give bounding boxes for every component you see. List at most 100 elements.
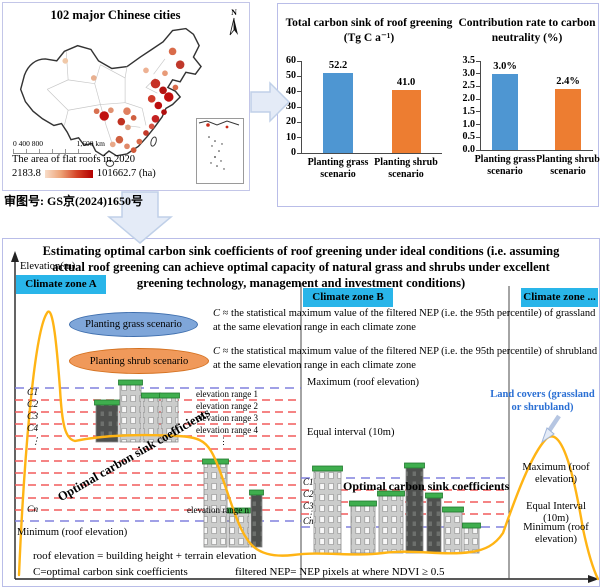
zone-b-coeff-c1: C1 [303, 477, 314, 487]
bar-value-label: 3.0% [493, 60, 517, 72]
legend-max-value: 101662.7 (ha) [96, 168, 156, 179]
zone-c-interval-label: Equal Interval (10m) [526, 501, 586, 525]
zone-a-coeff-cn: Cn [27, 505, 39, 515]
grass-coefficient-description: C ≈ the statistical maximum value of the… [213, 308, 596, 333]
diagram-art [11, 251, 599, 583]
elevation-axis-arrowhead [11, 251, 19, 262]
category-label: Planting grass scenario [474, 154, 536, 177]
axis-tick-mark [297, 106, 302, 108]
axis-tick-mark [297, 75, 302, 77]
zone-a-coeff-c4: C4 [27, 424, 39, 434]
zone-a-coeff-dots: ⋮ [31, 437, 41, 447]
range-label-dots: ⋮ [219, 436, 228, 446]
axis-tick-mark [297, 60, 302, 62]
north-arrow-icon: N [227, 9, 241, 41]
axis-tick-label: 1.0 [462, 118, 476, 130]
axis-tick-mark [297, 121, 302, 123]
map-legend-title: The area of flat roofs in 2020 [12, 154, 136, 165]
axis-tick-mark [476, 136, 481, 138]
axis-tick-label: 40 [286, 85, 296, 97]
distance-axis-arrowhead [588, 575, 599, 583]
scale-end-label: 1,600 km [76, 139, 105, 148]
chart-total-carbon-sink-plot: 0 10 20 30 40 50 60 52.2 Planting grass scenario… [286, 56, 442, 180]
footnote-coefficients: C=optimal carbon sink coefficients [33, 566, 188, 578]
map-panel: 102 major Chinese cities N [2, 2, 250, 191]
axis-tick-label: 30 [286, 101, 296, 112]
buildings [94, 379, 481, 554]
map-approval-number: 审图号: GS京(2024)1650号 [4, 194, 143, 208]
bar-value-label: 2.4% [556, 75, 580, 87]
map-legend: 2183.8 101662.7 (ha) [12, 168, 156, 179]
axis-tick-label: 0 [291, 147, 296, 158]
planting-shrub-scenario-oval: Planting shrub scenario [69, 348, 209, 374]
planting-grass-scenario-oval: Planting grass scenario [69, 312, 198, 337]
legend-gradient-swatch [44, 169, 93, 178]
axis-tick-mark [476, 98, 481, 100]
chart-contribution-rate-plot: 0.0 0.5 1.0 1.5 2.0 2.5 3.0 3.5 3.0% Planting gra… [463, 56, 600, 178]
zone-c-min-label: Minimum (roof elevation) [523, 522, 589, 546]
zone-box-a: Climate zone A [16, 275, 106, 294]
diagram-panel: Estimating optimal carbon sink coefficie… [2, 238, 600, 587]
axis-tick-label: 0.0 [462, 144, 476, 155]
axis-tick-mark [297, 137, 302, 139]
zone-b-coeff-c2: C2 [303, 489, 314, 499]
category-label: Planting grass scenario [307, 157, 369, 180]
zone-box-b: Climate zone B [303, 288, 393, 307]
range-label-3: elevation range 3 [196, 413, 258, 423]
chart-bar [555, 88, 581, 150]
axis-tick-label: 20 [286, 116, 296, 128]
axis-tick-mark [297, 152, 302, 154]
category-label: Planting shrub scenario [536, 154, 600, 177]
axis-tick-mark [297, 91, 302, 93]
map-title: 102 major Chinese cities [50, 8, 181, 22]
footnote-filtered-nep: filtered NEP= NEP pixels at where NDVI ≥… [235, 566, 445, 578]
china-map [19, 27, 202, 167]
diagram-title: Estimating optimal carbon sink coefficie… [42, 244, 560, 290]
axis-tick-label: 3.5 [462, 55, 476, 66]
zone-c-max-label: Maximum (roof elevation) [522, 462, 590, 486]
axis-tick-mark [476, 73, 481, 75]
category-label: Planting shrub scenario [374, 157, 438, 180]
axis-tick-mark [476, 85, 481, 87]
axis-tick-label: 50 [286, 70, 296, 82]
city-roof-areas [62, 47, 185, 153]
zone-b-coeff-cn: Cn [303, 516, 314, 526]
zone-a-coeff-c1: C1 [27, 388, 39, 398]
zone-b-coeff-dots: ⋮ [306, 509, 315, 519]
shrub-coefficient-description: C ≈ the statistical maximum value of the… [213, 346, 598, 371]
axis-tick-label: 2.0 [462, 93, 476, 105]
chart-bar [492, 73, 518, 150]
axis-tick-label: 3.0 [462, 67, 476, 79]
range-label-4: elevation range 4 [196, 425, 258, 435]
scale-bar-graphic [13, 149, 91, 154]
chart1-title: Total carbon sink of roof greening (Tg C… [285, 17, 453, 44]
axis-tick-label: 1.5 [462, 105, 476, 117]
range-label-2: elevation range 2 [196, 401, 258, 411]
zone-a-interval-label: Equal interval (10m) [307, 427, 395, 438]
axis-tick-mark [476, 111, 481, 113]
zone-a-coeff-c2: C2 [27, 400, 39, 410]
axis-tick-label: 2.5 [462, 80, 476, 92]
land-covers-arrow-icon [541, 414, 561, 444]
range-label-n: elevation range n [187, 505, 249, 515]
scale-ticks-label: 0 400 800 [13, 139, 43, 148]
axis-tick-label: 60 [286, 55, 296, 66]
axis-tick-mark [476, 60, 481, 62]
legend-min-value: 2183.8 [12, 168, 41, 179]
elevation-axis-label: Elevation(m) [20, 261, 76, 272]
province-borders [47, 51, 166, 143]
axis-tick-mark [476, 149, 481, 151]
chart2-title: Contribution rate to carbon neutrality (… [458, 17, 596, 44]
zone-a-max-label: Maximum (roof elevation) [307, 377, 419, 388]
range-label-1: elevation range 1 [196, 389, 258, 399]
axis-tick-mark [476, 124, 481, 126]
land-covers-label: Land covers (grassland or shrubland) [490, 389, 595, 413]
elevation-axis [14, 259, 591, 580]
zone-a-coeff-c3: C3 [27, 412, 39, 422]
zone-b-coeff-c3: C3 [303, 501, 314, 511]
footnote-roof-elevation: roof elevation = building height + terra… [33, 550, 257, 562]
china-outline [19, 27, 202, 157]
taiwan-island [150, 136, 157, 147]
axis-tick-label: 10 [286, 131, 296, 143]
zone-box-c: Climate zone ... [521, 288, 598, 307]
